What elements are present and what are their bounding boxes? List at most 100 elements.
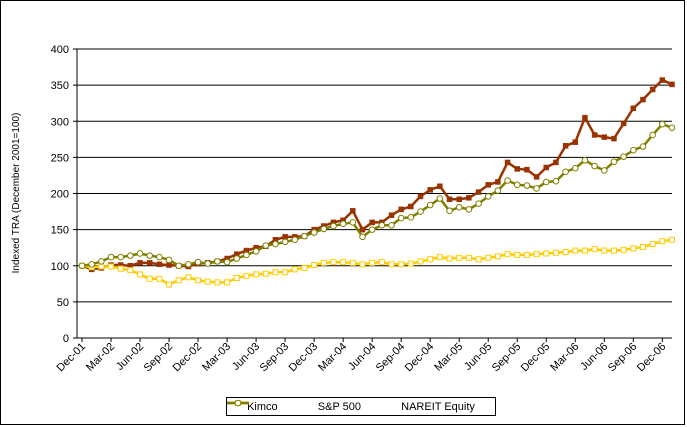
data-point [127, 252, 134, 259]
series-line [81, 122, 673, 267]
data-point [620, 153, 627, 160]
data-point [137, 260, 143, 266]
data-point [465, 206, 473, 213]
data-point [426, 201, 434, 209]
data-point [466, 195, 472, 201]
data-point [571, 164, 579, 172]
data-point [388, 221, 395, 229]
data-point [456, 196, 462, 203]
x-axis-tick-labels: Dec-01Mar-02Jun-02Sep-02Dec-02Mar-03Jun-… [55, 341, 669, 375]
data-point [146, 275, 153, 282]
data-point [427, 256, 434, 263]
data-point [456, 254, 463, 261]
data-point [495, 179, 501, 185]
data-point [165, 256, 173, 264]
data-point [591, 162, 598, 170]
data-point [136, 250, 144, 257]
data-point [330, 259, 337, 266]
data-point [311, 262, 318, 269]
data-point [233, 255, 241, 262]
data-point [98, 263, 105, 270]
data-point [339, 220, 347, 228]
data-point [553, 159, 559, 166]
data-point [224, 279, 231, 286]
data-point [639, 243, 646, 250]
x-tick-label: Sep-05 [490, 341, 524, 375]
x-tick-label: Dec-03 [287, 341, 321, 375]
data-point [359, 233, 366, 241]
data-point [475, 189, 482, 195]
data-point [350, 208, 356, 214]
data-point [214, 258, 221, 265]
data-point [262, 270, 269, 277]
data-point [378, 259, 385, 266]
data-point [620, 120, 627, 127]
data-point [407, 214, 415, 221]
legend-label: NAREIT Equity [401, 400, 475, 413]
data-point [369, 219, 375, 226]
data-point [397, 214, 405, 222]
data-point [552, 177, 560, 185]
data-point [359, 226, 366, 233]
data-point [349, 219, 357, 226]
chart-legend: Kimco S&P 500 NAREIT Equity [226, 397, 496, 416]
axes [73, 48, 672, 342]
data-point [340, 259, 347, 266]
data-point [582, 114, 588, 121]
y-axis-title: Indexed TRA (December 2001=100) [11, 113, 22, 274]
data-point [494, 253, 501, 260]
data-point [243, 251, 250, 259]
data-point [281, 238, 289, 246]
y-tick-label: 200 [51, 189, 69, 201]
data-point [349, 259, 356, 266]
data-point [659, 120, 666, 128]
data-point [436, 254, 443, 261]
data-point [542, 178, 550, 186]
data-point [108, 263, 115, 270]
data-point [146, 252, 154, 259]
data-point [524, 166, 530, 173]
data-point [175, 277, 182, 284]
data-point [543, 164, 550, 171]
x-tick-label: Jun-05 [462, 341, 494, 373]
data-point [446, 255, 453, 262]
x-tick-label: Mar-05 [432, 341, 465, 374]
data-point [649, 131, 656, 139]
data-point [581, 156, 589, 164]
data-point [301, 232, 308, 240]
data-point [630, 146, 637, 154]
y-tick-label: 300 [51, 116, 69, 128]
data-point [243, 272, 250, 279]
data-point [233, 275, 240, 282]
data-point [620, 246, 627, 253]
x-tick-label: Mar-06 [548, 341, 581, 374]
data-point [572, 247, 579, 254]
x-tick-label: Jun-04 [346, 341, 378, 373]
data-point [98, 258, 105, 265]
series-s-p-500 [79, 236, 675, 288]
data-point [475, 200, 482, 207]
data-point [282, 269, 289, 276]
series-line [81, 78, 673, 271]
data-point [378, 221, 386, 229]
data-point [408, 203, 414, 210]
data-point [533, 185, 540, 192]
x-tick-label: Jun-06 [578, 341, 610, 373]
data-point [649, 86, 656, 93]
data-point [504, 159, 511, 166]
x-tick-label: Dec-05 [519, 341, 553, 375]
data-point [262, 242, 270, 249]
data-point [214, 279, 221, 286]
data-point [455, 203, 463, 211]
legend-item: S&P 500 [227, 400, 361, 413]
series-lines [78, 77, 676, 288]
data-point [513, 181, 521, 189]
data-point [291, 266, 298, 273]
data-point [156, 275, 163, 282]
data-point [437, 183, 443, 190]
data-point [368, 226, 376, 233]
data-point [436, 195, 444, 202]
data-point [591, 132, 598, 138]
x-tick-label: Dec-01 [55, 341, 89, 375]
